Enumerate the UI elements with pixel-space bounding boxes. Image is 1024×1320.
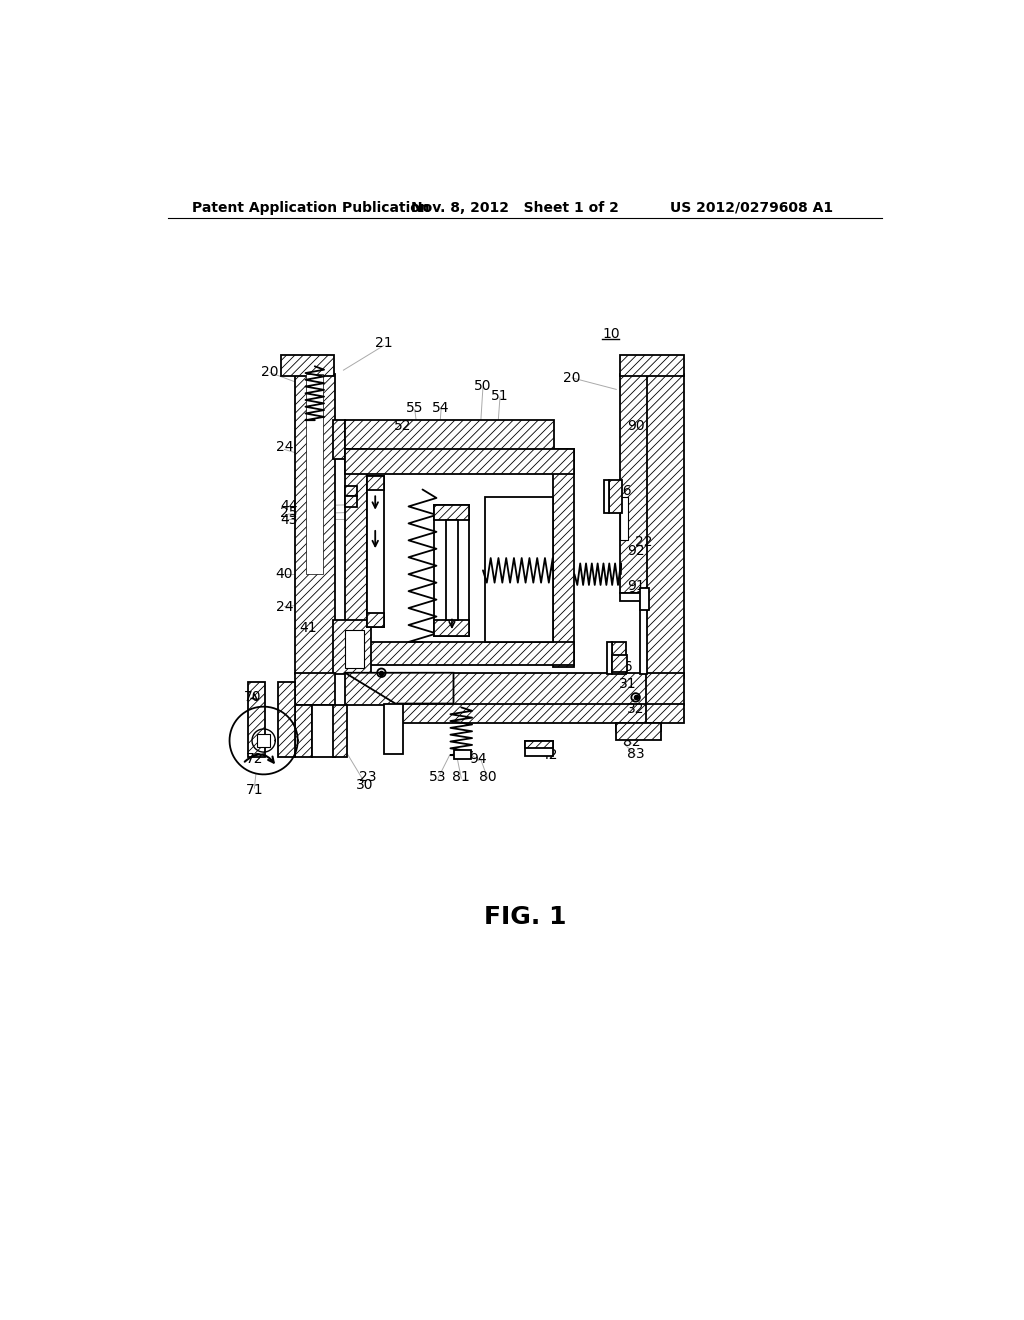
- Text: 43: 43: [281, 513, 298, 527]
- Bar: [282, 355, 334, 376]
- Text: 93: 93: [627, 590, 644, 605]
- Text: 32: 32: [627, 702, 644, 715]
- Text: Nov. 8, 2012   Sheet 1 of 2: Nov. 8, 2012 Sheet 1 of 2: [411, 201, 618, 215]
- Bar: [621, 374, 647, 594]
- Bar: [295, 705, 311, 758]
- Text: 80: 80: [479, 770, 497, 784]
- Bar: [640, 589, 649, 610]
- Polygon shape: [345, 673, 454, 704]
- Text: 55: 55: [406, 401, 424, 414]
- Text: 92: 92: [627, 544, 644, 558]
- Text: 94: 94: [469, 752, 487, 766]
- Text: 72: 72: [246, 752, 263, 766]
- Bar: [248, 682, 265, 758]
- Bar: [621, 355, 684, 376]
- Text: 53: 53: [429, 770, 446, 784]
- Bar: [640, 597, 647, 675]
- Text: Patent Application Publication: Patent Application Publication: [191, 201, 429, 215]
- Bar: [345, 496, 356, 507]
- Bar: [611, 642, 626, 675]
- Text: 40: 40: [275, 568, 293, 581]
- Bar: [616, 723, 662, 739]
- Text: 70: 70: [244, 690, 261, 705]
- Bar: [646, 374, 684, 678]
- Bar: [345, 420, 554, 451]
- Bar: [306, 374, 324, 574]
- Bar: [608, 480, 623, 512]
- Text: 50: 50: [474, 379, 492, 392]
- Text: 31: 31: [620, 677, 637, 690]
- Text: 90: 90: [627, 420, 644, 433]
- Bar: [484, 498, 553, 642]
- Bar: [646, 673, 684, 705]
- Bar: [646, 704, 684, 723]
- Bar: [345, 486, 356, 496]
- Text: 20: 20: [563, 371, 581, 385]
- Text: 21: 21: [375, 337, 392, 350]
- Text: 52: 52: [393, 420, 411, 433]
- Bar: [454, 750, 471, 759]
- Bar: [434, 506, 469, 520]
- Text: 26: 26: [613, 484, 631, 498]
- Bar: [604, 480, 608, 512]
- Text: FIG. 1: FIG. 1: [483, 906, 566, 929]
- Bar: [445, 520, 458, 620]
- Text: 71: 71: [246, 783, 263, 797]
- Bar: [524, 741, 553, 756]
- Bar: [434, 506, 469, 636]
- Bar: [345, 642, 574, 665]
- Text: 44: 44: [281, 499, 298, 513]
- Bar: [345, 630, 365, 668]
- Bar: [367, 475, 384, 627]
- Bar: [345, 449, 367, 667]
- Text: 20: 20: [261, 366, 279, 379]
- Bar: [621, 498, 628, 540]
- Text: 41: 41: [299, 622, 316, 635]
- Text: 25: 25: [280, 506, 297, 520]
- Text: 51: 51: [492, 388, 509, 403]
- Text: 83: 83: [627, 747, 644, 760]
- Bar: [345, 449, 574, 474]
- Bar: [395, 704, 647, 723]
- Bar: [434, 620, 469, 636]
- Bar: [621, 594, 643, 601]
- Text: 10: 10: [602, 327, 620, 341]
- Bar: [334, 705, 347, 758]
- Bar: [334, 620, 371, 675]
- Text: 22: 22: [635, 535, 652, 549]
- Text: 24: 24: [275, 440, 293, 454]
- Bar: [257, 734, 270, 747]
- Text: 30: 30: [355, 779, 373, 792]
- Text: 82: 82: [623, 735, 641, 748]
- Bar: [616, 723, 662, 730]
- Bar: [367, 612, 384, 627]
- Bar: [334, 420, 345, 459]
- Text: US 2012/0279608 A1: US 2012/0279608 A1: [671, 201, 834, 215]
- Bar: [524, 741, 553, 748]
- Bar: [553, 449, 574, 667]
- Bar: [384, 704, 403, 754]
- Bar: [345, 673, 647, 705]
- Text: 24: 24: [275, 599, 293, 614]
- Text: 26: 26: [615, 660, 633, 673]
- Bar: [607, 642, 611, 675]
- Bar: [611, 655, 627, 672]
- Text: 42: 42: [540, 748, 558, 762]
- Bar: [295, 374, 335, 675]
- Text: 23: 23: [359, 770, 377, 784]
- Bar: [367, 475, 384, 490]
- Bar: [295, 673, 335, 705]
- Text: 81: 81: [453, 770, 470, 784]
- Text: 91: 91: [627, 578, 644, 593]
- Bar: [278, 682, 295, 758]
- Text: 54: 54: [432, 401, 450, 414]
- Bar: [311, 705, 335, 758]
